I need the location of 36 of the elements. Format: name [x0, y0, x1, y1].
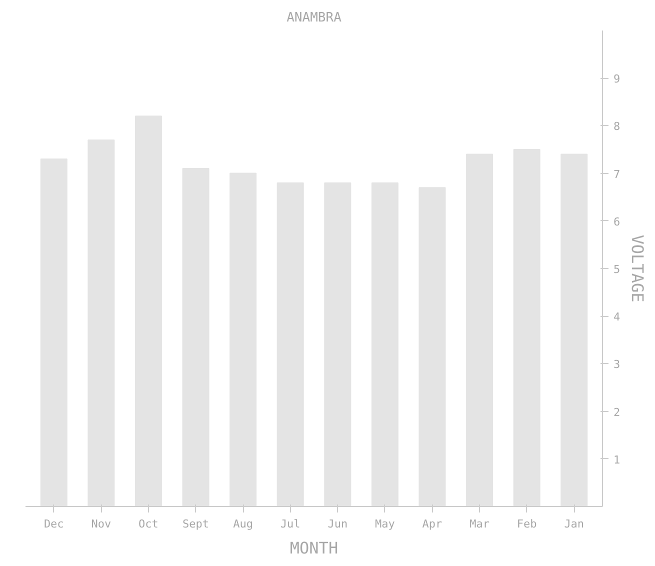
y-tick-label: 6 [614, 215, 620, 228]
y-tick-label: 3 [614, 358, 620, 372]
x-tick-label: Nov [91, 518, 112, 530]
y-tick-label: 9 [614, 72, 620, 86]
bar [324, 182, 352, 506]
x-tick-label: Jun [328, 518, 348, 530]
y-tick-label: 1 [614, 453, 620, 466]
bar [513, 149, 540, 506]
x-tick-label: Aug [233, 518, 253, 530]
bar [466, 154, 494, 506]
x-tick-label: Apr [422, 518, 443, 530]
y-tick-label: 5 [614, 263, 620, 276]
x-axis-title: MONTH [290, 538, 338, 558]
bar [371, 182, 398, 506]
y-tick-label: 4 [614, 310, 620, 324]
chart-title: ANAMBRA [286, 10, 342, 26]
y-tick-label: 7 [614, 168, 620, 181]
y-axis-title: VOLTAGE [628, 234, 648, 302]
x-tick-label: Sept [182, 518, 210, 530]
y-tick-label: 2 [614, 406, 620, 419]
x-tick-label: Jul [280, 518, 300, 530]
bar [40, 158, 68, 506]
bar [418, 187, 446, 506]
x-tick-label: Jan [564, 518, 584, 530]
bar [88, 139, 115, 506]
x-tick-label: Oct [138, 518, 158, 530]
bar [134, 116, 162, 506]
x-tick-label: May [375, 518, 396, 530]
bar [230, 172, 257, 506]
x-tick-label: Mar [470, 518, 490, 530]
x-tick-label: Dec [44, 518, 64, 530]
x-tick-label: Feb [516, 518, 537, 530]
bar [182, 168, 210, 506]
bar [560, 154, 588, 506]
bar [276, 182, 304, 506]
y-tick-label: 8 [614, 120, 620, 134]
